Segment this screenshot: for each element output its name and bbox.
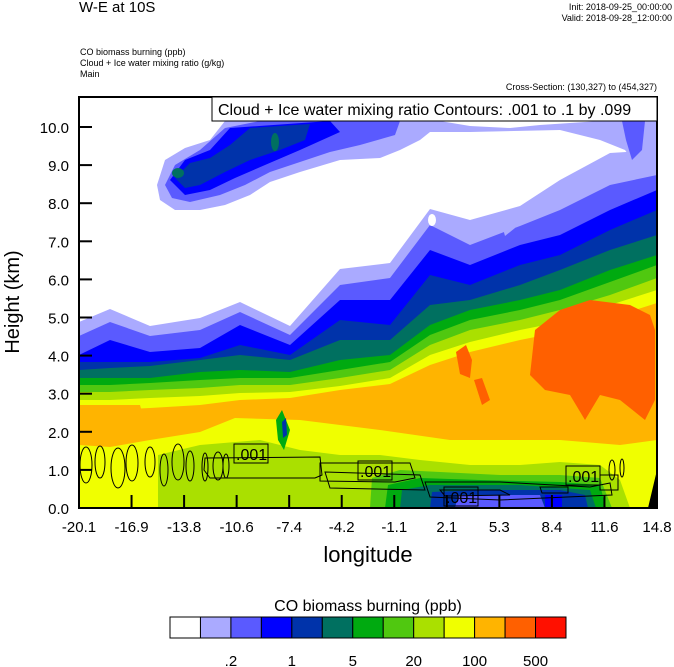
valid-time: Valid: 2018-09-28_12:00:00 bbox=[561, 13, 672, 23]
contour-region bbox=[172, 168, 184, 178]
cloud-contour bbox=[539, 486, 569, 494]
cloud-contour bbox=[94, 445, 106, 479]
cloud-contour bbox=[608, 459, 616, 481]
contour-region bbox=[530, 300, 655, 420]
x-tick-label: -13.8 bbox=[167, 519, 201, 536]
y-axis-label: Height (km) bbox=[2, 250, 24, 353]
plot-title: W-E at 10S bbox=[79, 0, 156, 16]
colorbar-swatch bbox=[321, 616, 354, 639]
field-descriptions: CO biomass burning (ppb) Cloud + Ice wat… bbox=[80, 47, 224, 80]
colorbar-swatch bbox=[382, 616, 415, 639]
x-tick-label: -4.2 bbox=[329, 519, 355, 536]
y-tick-label: 7.0 bbox=[48, 234, 69, 251]
y-tick-label: 2.0 bbox=[48, 425, 69, 442]
y-tick-label: 0.0 bbox=[48, 501, 69, 518]
y-tick-label: 6.0 bbox=[48, 272, 69, 289]
cloud-contour bbox=[324, 471, 426, 491]
contour-region bbox=[622, 121, 645, 160]
axes: 0.0 1.0 2.0 3.0 4.0 5.0 6.0 7.0 8.0 9.0 10.0 -20.1 -… bbox=[40, 120, 672, 536]
y-tick-label: 5.0 bbox=[48, 311, 69, 328]
cloud-contour bbox=[185, 450, 195, 482]
cloud-contour bbox=[424, 481, 613, 501]
cloud-contour bbox=[319, 462, 416, 483]
y-tick-label: 9.0 bbox=[48, 158, 69, 175]
colorbar-swatch bbox=[291, 616, 323, 639]
x-tick-label: -16.9 bbox=[114, 519, 148, 536]
y-tick-label: 3.0 bbox=[48, 387, 69, 404]
colorbar-swatch bbox=[413, 616, 445, 639]
colorbar-title: CO biomass burning (ppb) bbox=[274, 598, 462, 615]
colorbar-swatch bbox=[230, 616, 262, 639]
cross-section-label: Cross-Section: (130,327) to (454,327) bbox=[505, 82, 657, 92]
colorbar-label: 100 bbox=[462, 653, 487, 667]
contour-label-box bbox=[233, 443, 269, 464]
contour-label: .001 bbox=[568, 469, 599, 486]
contour-labels: .001 .001 .001 .001 bbox=[233, 443, 601, 507]
contour-region bbox=[282, 418, 287, 438]
x-tick-label: -1.1 bbox=[381, 519, 407, 536]
contour-label: .001 bbox=[360, 464, 391, 481]
cloud-contour bbox=[171, 443, 185, 481]
domain-label: Main bbox=[80, 69, 100, 79]
contour-label-box bbox=[443, 486, 479, 507]
colorbar: .2 1 5 20 100 500 bbox=[169, 616, 567, 667]
cloud-contour bbox=[201, 452, 209, 482]
contour-label: .001 bbox=[446, 490, 477, 507]
init-time: Init: 2018-09-25_00:00:00 bbox=[568, 2, 672, 12]
x-tick-label: -10.6 bbox=[220, 519, 254, 536]
x-tick-label: 8.4 bbox=[541, 519, 562, 536]
colorbar-label: 5 bbox=[349, 653, 357, 667]
colorbar-swatch bbox=[443, 616, 476, 639]
contour-label-box bbox=[565, 465, 601, 486]
contour-region bbox=[456, 345, 472, 378]
contour-legend: Cloud + Ice water mixing ratio Contours:… bbox=[211, 96, 658, 122]
contour-region bbox=[271, 133, 279, 151]
x-tick-label: -7.4 bbox=[276, 519, 302, 536]
x-tick-label: 14.8 bbox=[642, 519, 671, 536]
filled-contours bbox=[79, 97, 657, 508]
y-tick-label: 1.0 bbox=[48, 463, 69, 480]
colorbar-label: 20 bbox=[405, 653, 422, 667]
x-tick-label: 2.1 bbox=[436, 519, 457, 536]
contour-region bbox=[79, 405, 150, 447]
colorbar-swatch bbox=[352, 616, 384, 639]
y-tick-label: 10.0 bbox=[40, 120, 69, 137]
y-tick-label: 4.0 bbox=[48, 349, 69, 366]
field-co: CO biomass burning (ppb) bbox=[80, 47, 186, 57]
terrain bbox=[648, 470, 657, 508]
colorbar-swatch bbox=[169, 616, 201, 639]
cloud-contour bbox=[203, 456, 323, 479]
contour-legend-text: Cloud + Ice water mixing ratio Contours:… bbox=[218, 102, 631, 119]
colorbar-swatch bbox=[199, 616, 232, 639]
contour-region bbox=[500, 212, 515, 236]
colorbar-label: 1 bbox=[288, 653, 296, 667]
x-tick-label: 11.6 bbox=[590, 519, 618, 536]
contour-region bbox=[428, 214, 436, 226]
colorbar-swatch bbox=[535, 616, 567, 639]
contour-label-box bbox=[357, 460, 393, 481]
colorbar-swatch bbox=[474, 616, 506, 639]
cloud-contour bbox=[125, 444, 139, 482]
y-tick-label: 8.0 bbox=[48, 196, 69, 213]
contour-label: .001 bbox=[236, 447, 267, 464]
contour-region bbox=[474, 378, 490, 405]
colorbar-swatch bbox=[260, 616, 293, 639]
cloud-contour bbox=[110, 447, 126, 489]
colorbar-swatch bbox=[504, 616, 537, 639]
cloud-contour bbox=[438, 489, 511, 497]
x-axis-label: longitude bbox=[323, 542, 412, 567]
cloud-contour bbox=[619, 458, 625, 478]
time-info: Init: 2018-09-25_00:00:00 Valid: 2018-09… bbox=[562, 2, 672, 24]
cloud-contour bbox=[159, 453, 169, 487]
x-tick-label: 5.3 bbox=[489, 519, 510, 536]
x-tick-label: -20.1 bbox=[62, 519, 96, 536]
field-cloud: Cloud + Ice water mixing ratio (g/kg) bbox=[80, 58, 225, 68]
colorbar-label: 500 bbox=[523, 653, 548, 667]
cloud-contour bbox=[144, 446, 156, 478]
colorbar-label: .2 bbox=[225, 653, 238, 667]
